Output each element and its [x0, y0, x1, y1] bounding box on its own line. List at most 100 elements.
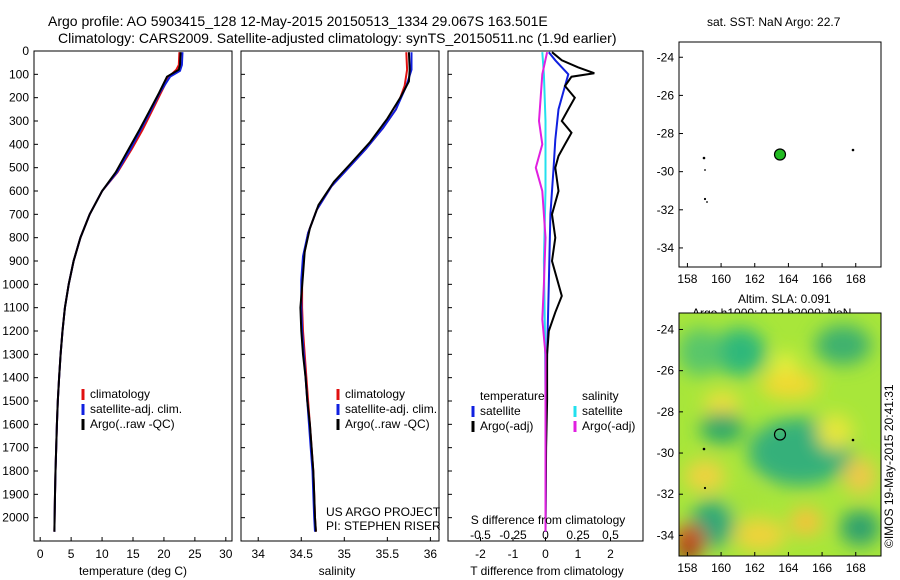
salinity-x-axis: 34 34.5 35 35.5 36	[241, 50, 438, 561]
temperature-panel: 0100200300400500600700800900100011001200…	[2, 44, 233, 578]
sla-map-panel: Altim. SLA: 0.091 Argo h1000: 0.12 h2000…	[657, 292, 882, 575]
legend-label: Argo(-adj)	[582, 419, 635, 433]
salinity-annotation-line-2: PI: STEPHEN RISER	[326, 519, 441, 533]
salinity-tick-label: 34	[252, 547, 266, 561]
series-line-argo	[544, 51, 595, 532]
legend-label: Argo(..raw -QC)	[345, 417, 430, 431]
sla-map-title-line-1: Altim. SLA: 0.091	[738, 292, 831, 306]
depth-tick-label: 1500	[2, 394, 29, 408]
difference-tick-label: -1	[508, 547, 519, 561]
depth-tick-label: 1600	[2, 417, 29, 431]
sst-map-points	[773, 148, 787, 161]
salinity-tick-label: 35	[338, 547, 352, 561]
map-lat-label: -24	[657, 50, 675, 64]
map-lon-label: 168	[846, 561, 866, 575]
depth-tick-label: 200	[9, 91, 29, 105]
legend-label: satellite-adj. clim.	[345, 402, 437, 416]
legend-label: satellite	[480, 404, 521, 418]
sla-heatmap	[679, 313, 881, 556]
map-lat-label: -30	[657, 165, 675, 179]
temperature-tick-label: 5	[68, 547, 75, 561]
depth-tick-label: 100	[9, 67, 29, 81]
difference-tick-label: 2	[607, 547, 614, 561]
series-line-argo	[299, 52, 411, 532]
depth-tick-label: 1700	[2, 441, 29, 455]
depth-tick-label: 1100	[3, 301, 29, 315]
depth-axis: 0 100 200 300 400 500 600 700 800 900 1000 1100 1200…	[2, 44, 38, 525]
map-lat-label: -32	[657, 203, 675, 217]
map-lat-label: -32	[657, 487, 675, 501]
sst-map-axes-ticks: 158 160 162 164 166 168 -24 -26 -28 -30 -32 -34	[657, 50, 866, 286]
map-lat-label: -28	[657, 405, 675, 419]
depth-tick-label: 1000	[2, 277, 29, 291]
depth-tick-label: 1400	[2, 371, 29, 385]
map-lon-label: 160	[711, 561, 731, 575]
difference-xlabel: T difference from climatology	[470, 564, 624, 578]
map-lat-label: -34	[657, 241, 675, 255]
salinity-lines	[299, 52, 413, 532]
depth-tick-label: 1200	[2, 324, 29, 338]
temperature-tick-label: 0	[37, 547, 44, 561]
depth-tick-label: 1300	[2, 347, 29, 361]
map-lon-label: 166	[812, 272, 832, 286]
depth-tick-label: 300	[9, 114, 29, 128]
legend-label: climatology	[345, 387, 405, 401]
salinity-difference-tick-label: -0.25	[499, 528, 527, 542]
difference-panel: -2 -1 0 1 2 -0.5 -0.25 0 0.25 0.5 temperature sali…	[447, 50, 644, 578]
temperature-xlabel: temperature (deg C)	[79, 564, 187, 578]
map-lon-label: 160	[711, 272, 731, 286]
title-line-1: Argo profile: AO 5903415_128 12-May-2015…	[48, 13, 548, 29]
map-lon-label: 168	[846, 272, 866, 286]
map-lon-label: 164	[778, 561, 798, 575]
depth-tick-label: 400	[9, 137, 29, 151]
sst-map-coastline	[702, 148, 855, 203]
legend-label: satellite	[582, 404, 623, 418]
difference-legend: temperature salinitysatelliteArgo(-adj)sa…	[471, 389, 635, 433]
map-lat-label: -24	[657, 322, 675, 336]
difference-top-label: S difference from climatology	[471, 513, 626, 527]
salinity-difference-tick-label: -0.5	[470, 528, 491, 542]
difference-tick-label: 1	[575, 547, 582, 561]
map-lat-label: -28	[657, 127, 675, 141]
map-lat-label: -26	[657, 364, 675, 378]
legend-title-salinity: salinity	[582, 389, 619, 403]
salinity-difference-tick-label: 0	[542, 528, 549, 542]
temperature-tick-label: 25	[188, 547, 202, 561]
map-lat-label: -30	[657, 446, 675, 460]
title-line-2: Climatology: CARS2009. Satellite-adjuste…	[58, 30, 616, 46]
map-lon-label: 158	[677, 272, 697, 286]
map-lon-label: 162	[745, 272, 765, 286]
legend-label: satellite-adj. clim.	[90, 402, 182, 416]
argo-position-marker	[773, 428, 787, 441]
difference-tick-label: 0	[542, 547, 549, 561]
sst-map-panel: sat. SST: NaN Argo: 22.7 158 160 162 164 166…	[657, 15, 882, 286]
salinity-difference-tick-label: 0.25	[566, 528, 590, 542]
map-lon-label: 164	[778, 272, 798, 286]
copyright-side-text: ©IMOS 19-May-2015 20:41:31	[882, 384, 896, 548]
legend-label: climatology	[90, 387, 150, 401]
sst-map-title: sat. SST: NaN Argo: 22.7	[707, 15, 841, 29]
series-line-argo_s	[534, 51, 549, 532]
difference-lines	[534, 51, 595, 532]
depth-tick-label: 0	[22, 44, 29, 58]
depth-tick-label: 1900	[2, 487, 29, 501]
legend-title-temperature: temperature	[480, 389, 545, 403]
salinity-tick-label: 35.5	[376, 547, 400, 561]
temperature-tick-label: 10	[95, 547, 109, 561]
temperature-lines	[53, 52, 184, 532]
depth-tick-label: 800	[9, 231, 29, 245]
depth-tick-label: 2000	[2, 511, 29, 525]
salinity-annotation-line-1: US ARGO PROJECT	[326, 505, 441, 519]
map-lon-label: 162	[745, 561, 765, 575]
legend-label: Argo(-adj)	[480, 419, 533, 433]
map-lon-label: 158	[677, 561, 697, 575]
temperature-tick-label: 15	[126, 547, 140, 561]
salinity-tick-label: 36	[424, 547, 438, 561]
depth-tick-label: 500	[9, 161, 29, 175]
temperature-tick-label: 20	[157, 547, 171, 561]
map-lat-label: -26	[657, 88, 675, 102]
difference-tick-label: -2	[475, 547, 486, 561]
